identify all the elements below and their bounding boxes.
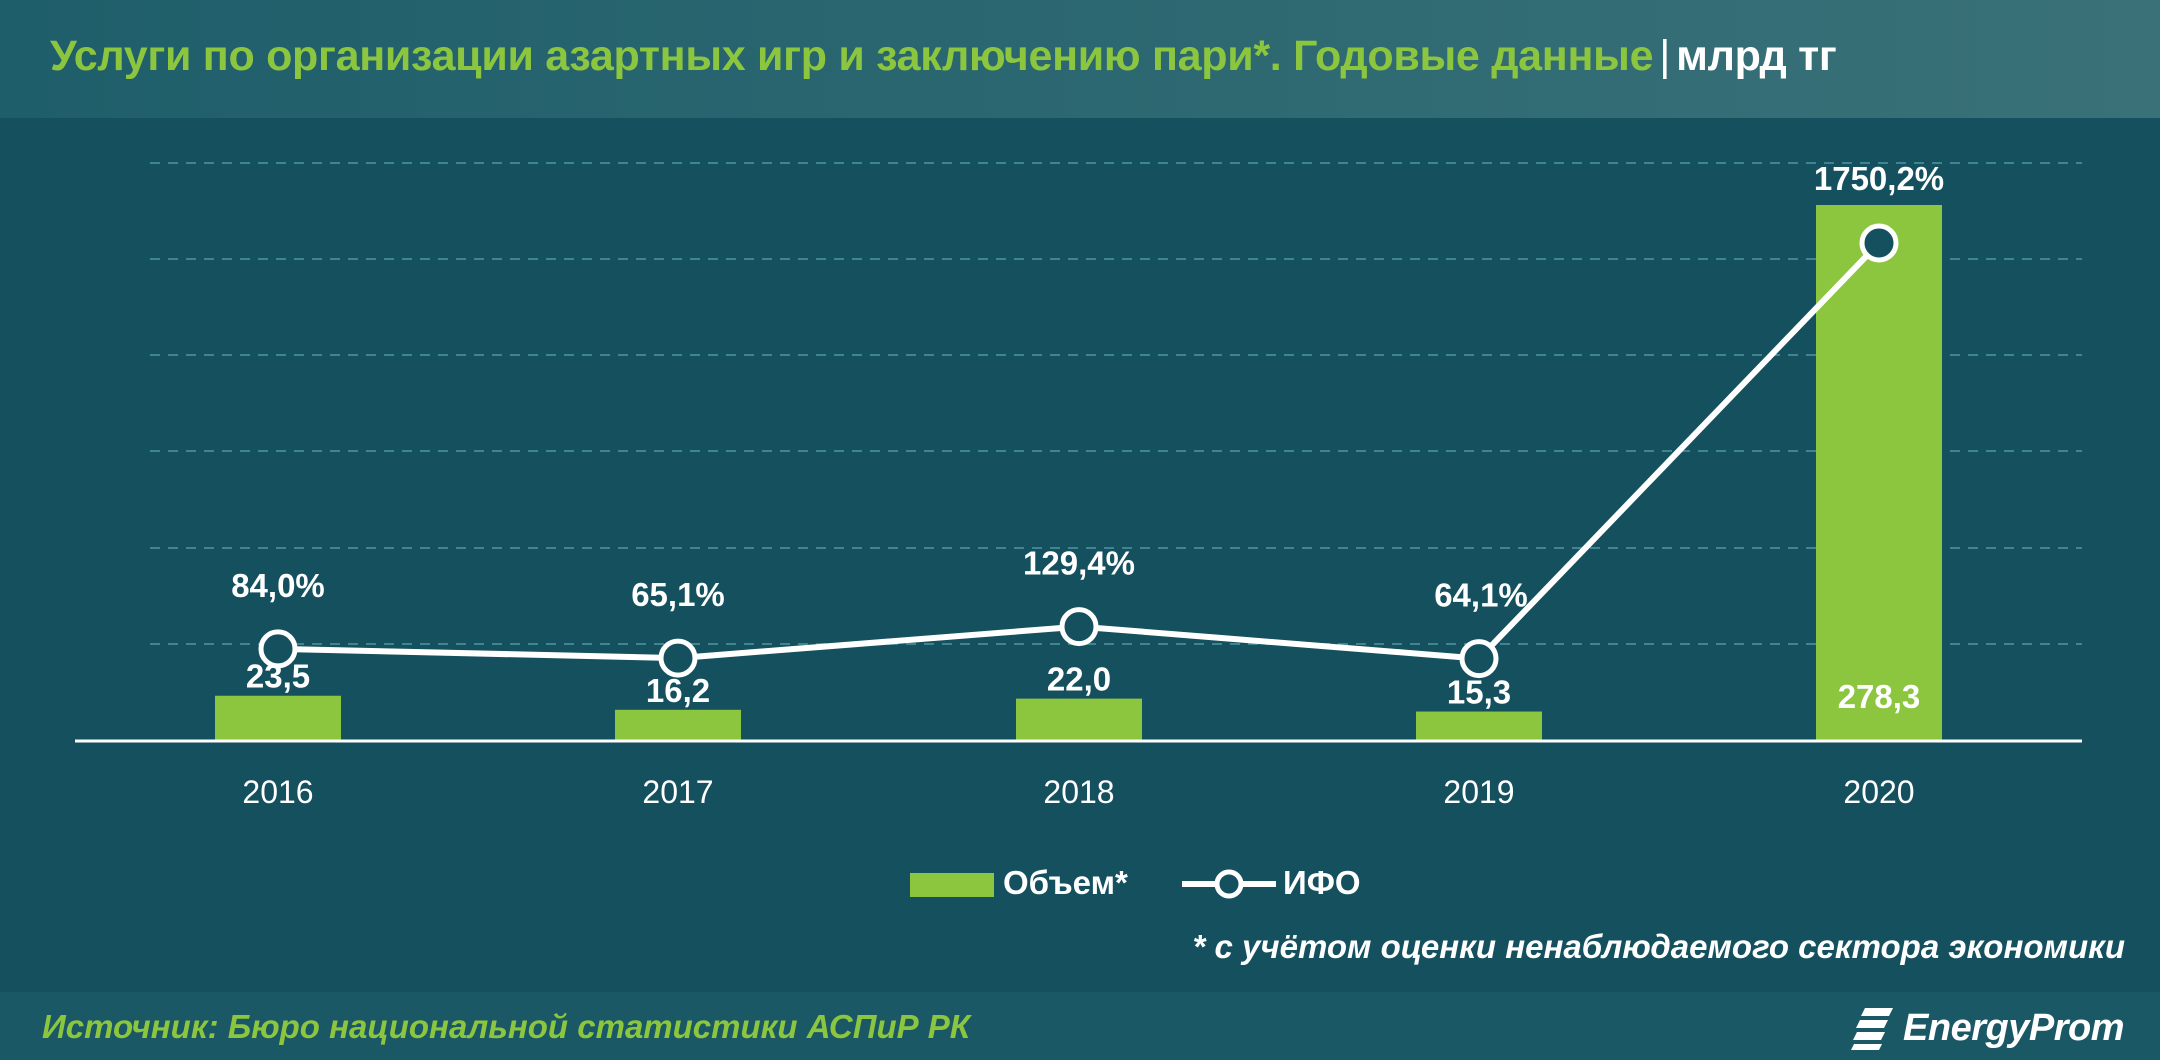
ifo-point xyxy=(1059,607,1099,647)
legend: Объем* ИФО xyxy=(910,864,1361,901)
bar-series: 23,5 16,2 22,0 15,3 278,3 xyxy=(215,205,1942,741)
legend-bar-swatch xyxy=(910,873,994,897)
ifo-value-label: 129,4% xyxy=(1023,545,1135,582)
bar-2019 xyxy=(1416,711,1542,741)
bar-value-label: 16,2 xyxy=(646,672,710,709)
legend-line-marker xyxy=(1214,869,1244,899)
bar-2020 xyxy=(1816,205,1942,741)
title-text: Услуги по организации азартных игр и зак… xyxy=(50,32,1654,80)
x-tick-label: 2018 xyxy=(1043,774,1114,810)
source-text: Источник: Бюро национальной статистики А… xyxy=(42,1008,971,1045)
chart-title: Услуги по организации азартных игр и зак… xyxy=(50,32,1837,81)
ifo-value-label: 65,1% xyxy=(631,576,725,613)
gridlines xyxy=(150,162,2082,645)
x-tick-label: 2020 xyxy=(1843,774,1914,810)
logo: EnergyProm xyxy=(1851,1000,2124,1056)
ifo-point xyxy=(1859,223,1899,263)
bar-value-label: 22,0 xyxy=(1047,661,1111,698)
ifo-value-label: 84,0% xyxy=(231,567,325,604)
ifo-point xyxy=(258,629,298,669)
footnote: * с учётом оценки ненаблюдаемого сектора… xyxy=(1192,928,2125,965)
ifo-value-label: 64,1% xyxy=(1434,577,1528,614)
ifo-point xyxy=(1459,639,1499,679)
title-unit: млрд тг xyxy=(1676,32,1837,80)
x-tick-label: 2016 xyxy=(242,774,313,810)
x-tick-labels: 2016 2017 2018 2019 2020 xyxy=(242,774,1914,810)
bar-2016 xyxy=(215,695,341,741)
energyprom-logo-icon xyxy=(1851,1008,1894,1050)
ifo-point xyxy=(658,638,698,678)
legend-line-label: ИФО xyxy=(1283,864,1361,901)
title-separator: | xyxy=(1659,32,1671,80)
header-bar xyxy=(0,0,2160,118)
bar-value-label: 278,3 xyxy=(1838,678,1921,715)
logo-text: EnergyProm xyxy=(1903,1006,2124,1049)
legend-bar-label: Объем* xyxy=(1003,864,1128,901)
x-tick-label: 2019 xyxy=(1443,774,1514,810)
bar-value-label: 15,3 xyxy=(1447,674,1511,711)
footer-bar xyxy=(0,992,2160,1060)
x-tick-label: 2017 xyxy=(642,774,713,810)
bar-2017 xyxy=(615,709,741,741)
bar-2018 xyxy=(1016,698,1142,741)
line-series: 84,0% 65,1% 129,4% 64,1% 1750,2% xyxy=(231,160,1944,679)
ifo-value-label: 1750,2% xyxy=(1814,160,1944,197)
